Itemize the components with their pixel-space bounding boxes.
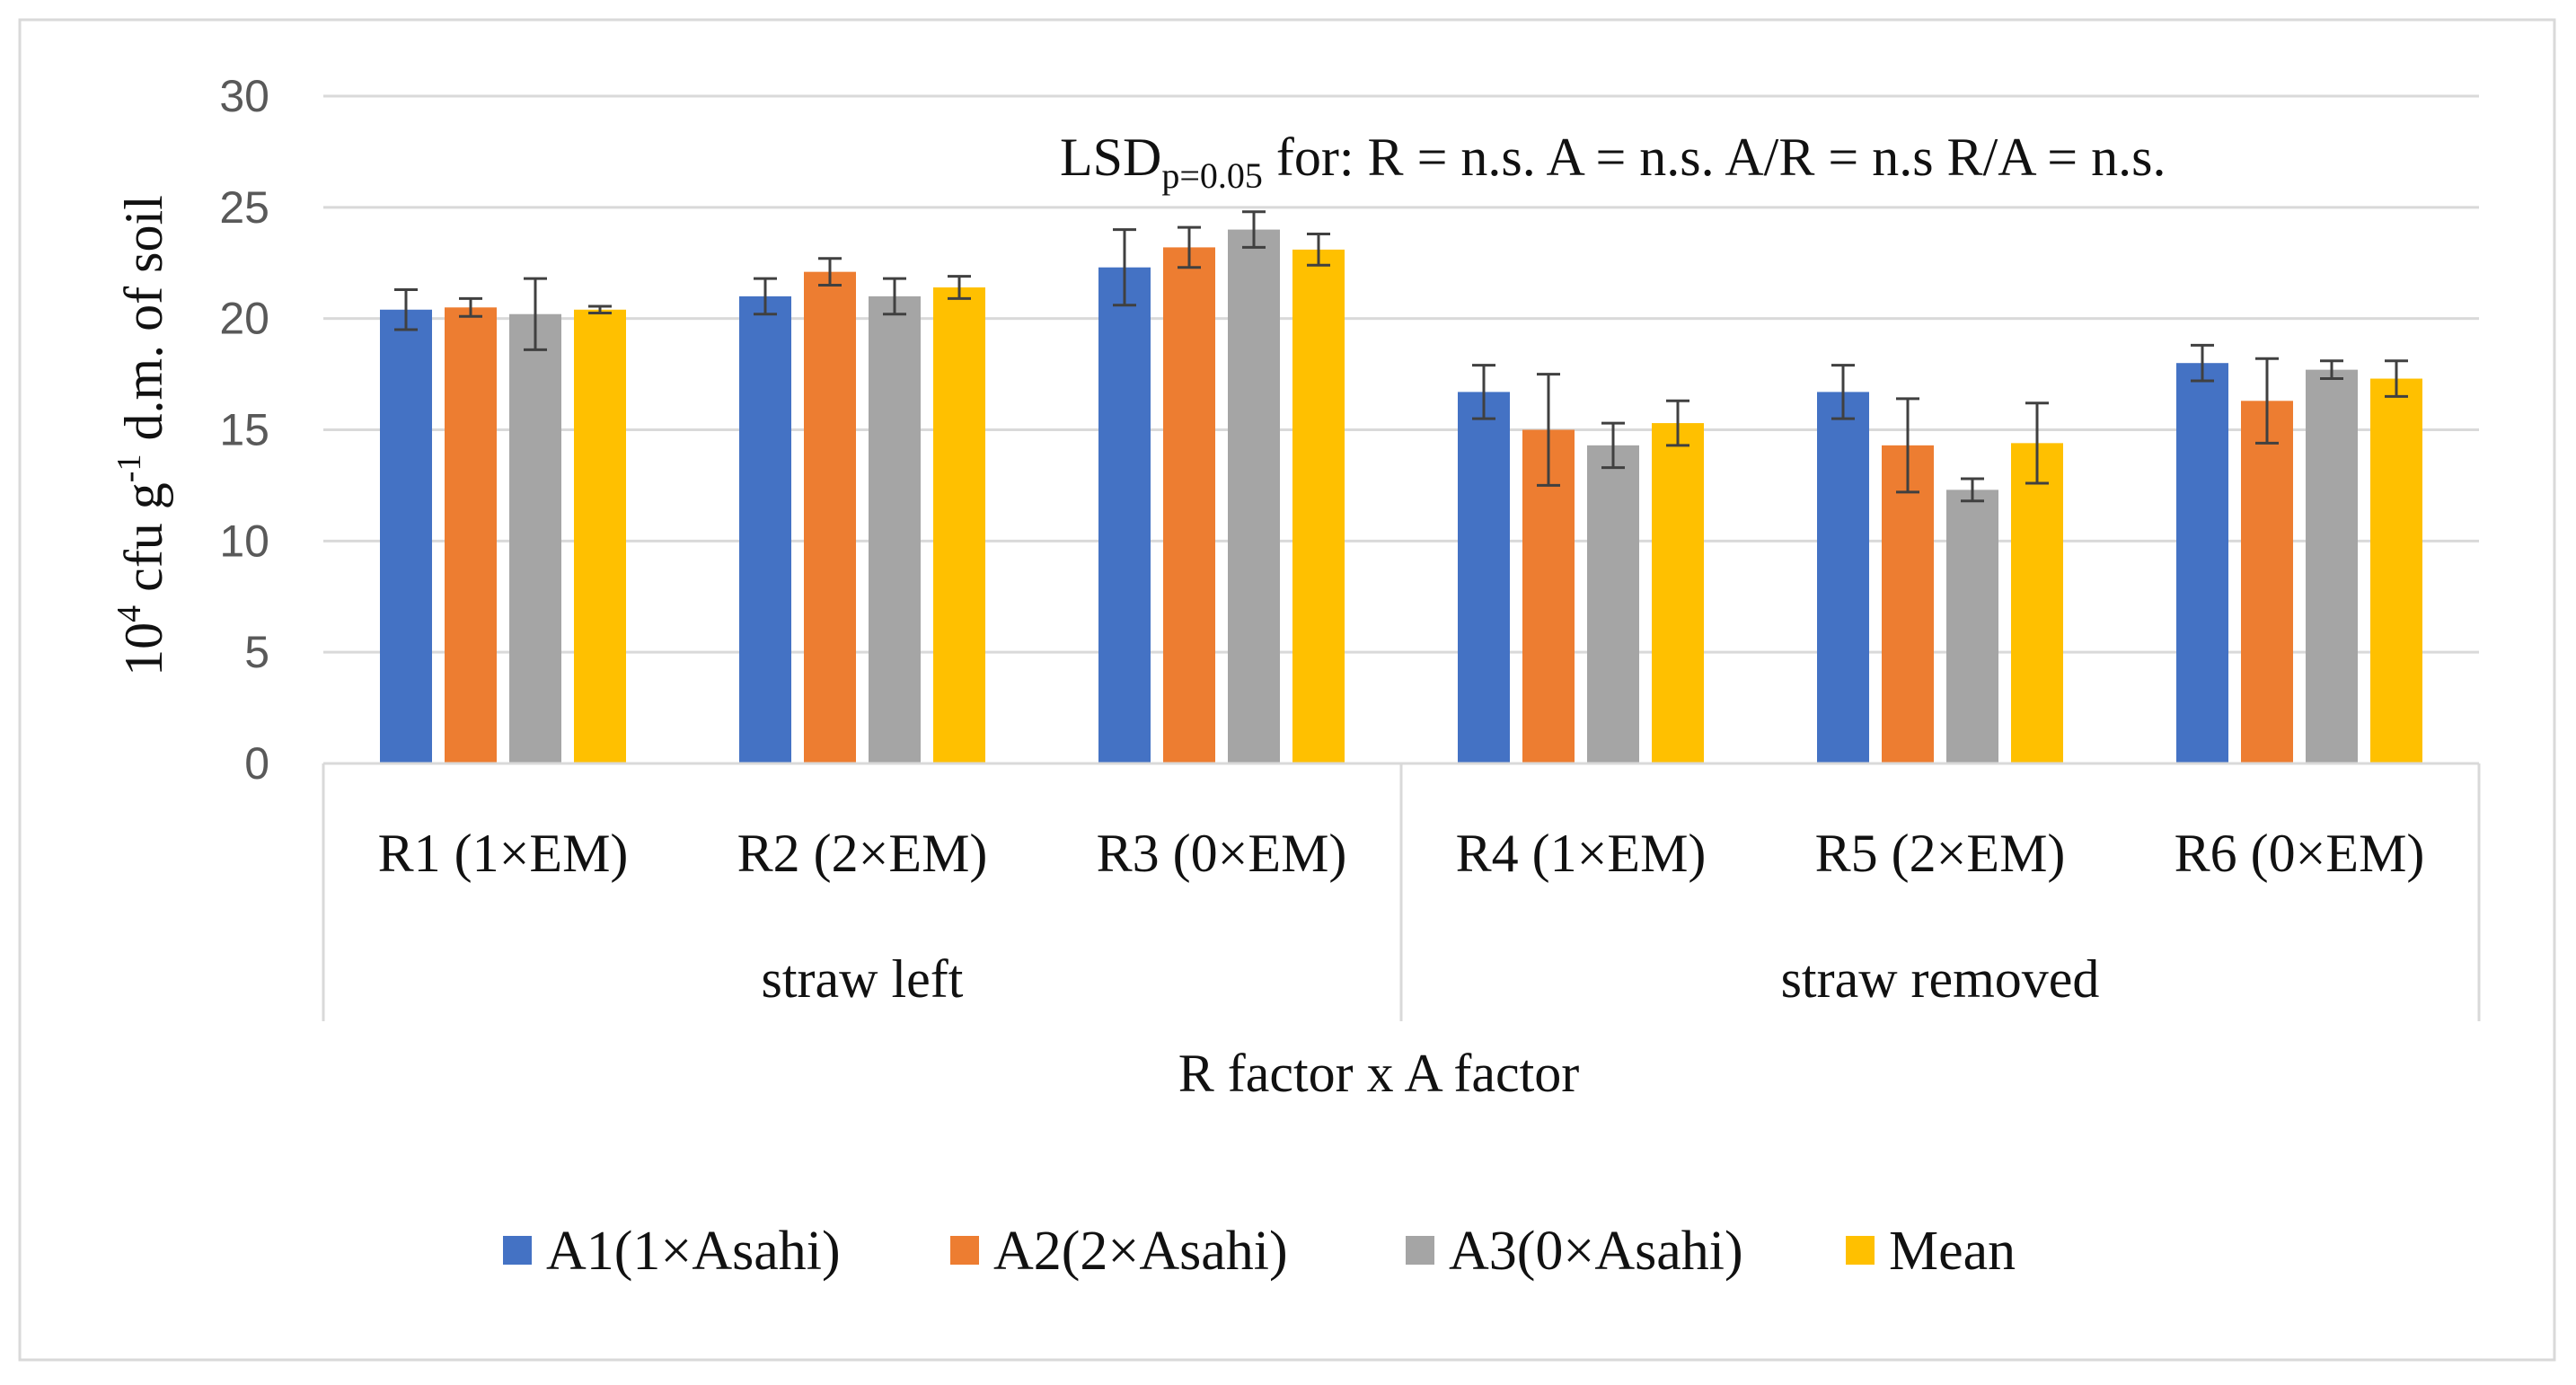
- y-tick-label: 25: [219, 182, 269, 233]
- y-tick-label: 10: [219, 516, 269, 566]
- bar: [2306, 369, 2358, 763]
- y-axis-title-end: d.m. of soil: [114, 195, 173, 454]
- y-axis-title-base: 10: [114, 622, 173, 676]
- x-tick-label: R3 (0×EM): [1097, 824, 1347, 883]
- bar: [933, 287, 985, 763]
- axes: 0 5 10 15 20 25 30 straw left straw removed R1 (1…: [219, 71, 2481, 1021]
- x-tick-label: R4 (1×EM): [1456, 824, 1707, 883]
- error-bar: [883, 277, 906, 316]
- y-axis-title: 104 cfu g-1 d.m. of soil: [110, 195, 173, 676]
- y-axis-title-sup1: 4: [110, 605, 148, 622]
- y-tick-label: 0: [244, 738, 269, 789]
- gridlines: [323, 94, 2479, 654]
- error-bar: [754, 277, 777, 316]
- y-tick-label: 15: [219, 405, 269, 455]
- legend-label: A2(2×Asahi): [993, 1221, 1288, 1282]
- y-tick-label: 5: [244, 627, 269, 677]
- legend-swatch: [1406, 1236, 1434, 1265]
- bar: [1163, 247, 1215, 763]
- bars: [380, 229, 2422, 764]
- error-bar: [1666, 399, 1689, 447]
- error-bar: [2191, 343, 2214, 383]
- error-bar: [1537, 373, 1560, 487]
- bar: [2241, 401, 2293, 763]
- error-bars: [394, 210, 2408, 503]
- error-bar: [1831, 364, 1855, 420]
- bar: [380, 309, 432, 763]
- error-bar: [1178, 225, 1201, 269]
- bar: [1946, 490, 1998, 763]
- bar: [1587, 445, 1639, 763]
- legend-swatch: [1846, 1236, 1875, 1265]
- error-bar: [524, 277, 547, 351]
- group-label: straw left: [762, 949, 964, 1009]
- bar: [1652, 423, 1704, 763]
- bar: [804, 271, 856, 763]
- bar: [1817, 392, 1869, 763]
- bar: [1098, 267, 1151, 763]
- legend-label: Mean: [1889, 1221, 2016, 1282]
- bar: [2176, 363, 2228, 763]
- bar: [1882, 445, 1934, 763]
- error-bar: [1601, 421, 1625, 470]
- error-bar: [1242, 210, 1266, 249]
- error-bar: [2385, 359, 2408, 398]
- legend-item: A3(0×Asahi): [1406, 1221, 1743, 1282]
- error-bar: [588, 304, 612, 314]
- error-bar: [1896, 397, 1919, 494]
- legend-swatch: [503, 1236, 532, 1265]
- y-tick-label: 20: [219, 294, 269, 344]
- legend-label: A1(1×Asahi): [546, 1221, 841, 1282]
- lsd-rest: for: R = n.s. A = n.s. A/R = n.s R/A = n…: [1263, 128, 2166, 187]
- error-bar: [2025, 401, 2049, 485]
- bar: [445, 307, 497, 763]
- error-bar: [1472, 364, 1495, 420]
- error-bar: [948, 275, 971, 300]
- y-tick-label: 30: [219, 71, 269, 121]
- legend-item: Mean: [1846, 1221, 2016, 1282]
- y-axis-title-sup2: -1: [110, 454, 148, 483]
- bar: [574, 309, 626, 763]
- lsd-annotation: LSDp=0.05 for: R = n.s. A = n.s. A/R = n…: [1060, 128, 2166, 196]
- bar: [2370, 378, 2422, 763]
- error-bar: [2320, 359, 2343, 381]
- bar: [2011, 443, 2063, 763]
- y-axis-title-mid: cfu g: [114, 482, 173, 605]
- error-bar: [1113, 228, 1136, 307]
- error-bar: [394, 287, 418, 331]
- error-bar: [459, 296, 482, 318]
- bar: [509, 313, 561, 763]
- x-tick-label: R1 (1×EM): [378, 824, 629, 883]
- bar: [1292, 249, 1345, 763]
- bar: [739, 296, 791, 763]
- error-bar: [2255, 357, 2279, 445]
- legend-item: A2(2×Asahi): [950, 1221, 1288, 1282]
- lsd-main: LSD: [1060, 128, 1161, 187]
- x-tick-label: R6 (0×EM): [2175, 824, 2425, 883]
- legend-swatch: [950, 1236, 979, 1265]
- legend-label: A3(0×Asahi): [1449, 1221, 1743, 1282]
- legend-item: A1(1×Asahi): [503, 1221, 841, 1282]
- x-axis-title: R factor x A factor: [1178, 1044, 1580, 1103]
- lsd-sub: p=0.05: [1161, 155, 1263, 196]
- bar: [1458, 392, 1510, 763]
- x-tick-label: R2 (2×EM): [737, 824, 988, 883]
- error-bar: [1961, 477, 1984, 503]
- x-tick-label: R5 (2×EM): [1815, 824, 2066, 883]
- chart-border: [18, 18, 2556, 1362]
- error-bar: [818, 257, 842, 287]
- error-bar: [1307, 233, 1330, 267]
- group-label: straw removed: [1781, 949, 2100, 1009]
- bar: [1228, 229, 1280, 764]
- bar: [869, 296, 921, 763]
- legend: A1(1×Asahi) A2(2×Asahi) A3(0×Asahi) Mean: [503, 1221, 2016, 1282]
